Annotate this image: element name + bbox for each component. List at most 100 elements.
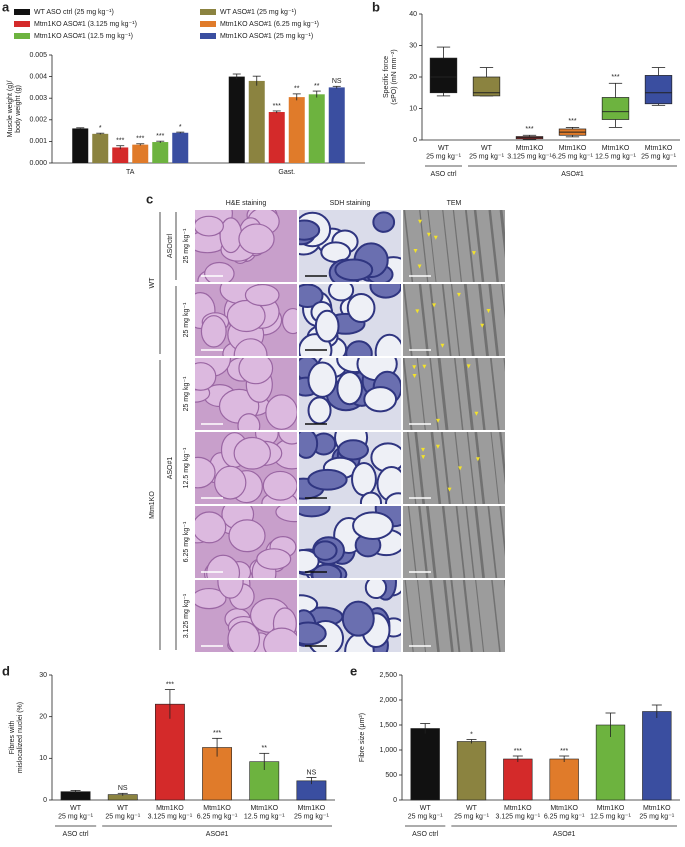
x-tick-label: WT (466, 805, 478, 812)
image-content (195, 432, 297, 504)
x-tick-label: WT (481, 145, 493, 152)
micrograph (403, 432, 505, 504)
arrowhead (486, 308, 491, 313)
image-content (195, 580, 297, 652)
arrowhead (418, 219, 423, 224)
fibre (204, 261, 235, 282)
sarcomere (403, 210, 414, 282)
image-content (299, 432, 401, 504)
sarcomere (418, 506, 429, 578)
fibre (233, 338, 268, 356)
bar (456, 741, 487, 801)
x-tick-label: Mtm1KO (643, 805, 671, 812)
sarcomere (429, 284, 440, 356)
treatment-label: ASOctrl (167, 234, 174, 259)
sarcomere (437, 358, 449, 430)
bar (132, 144, 149, 163)
fibre (299, 621, 327, 646)
y-tick-label: 30 (39, 672, 47, 679)
x-tick-label: 6.25 mg kg⁻¹ (197, 813, 238, 820)
sarcomere (429, 358, 439, 430)
fibre (233, 436, 271, 470)
image-content (299, 211, 401, 282)
image-content (403, 284, 505, 356)
arrowhead (421, 455, 426, 460)
image-content (299, 580, 401, 652)
fibre (363, 386, 398, 413)
legend-swatch (200, 9, 216, 15)
legend-swatch (14, 21, 30, 27)
image-bg (403, 284, 505, 356)
image-content (299, 358, 401, 425)
image-content (195, 358, 297, 430)
arrowhead (440, 343, 445, 348)
fibre (341, 600, 375, 637)
image-content (403, 210, 505, 282)
x-tick-label: 6.25 mg kg⁻¹ (552, 153, 593, 160)
bar (72, 128, 89, 163)
sarcomere (462, 580, 474, 652)
micrograph (299, 358, 401, 430)
significance: NS (307, 769, 317, 776)
arrowhead (415, 309, 420, 314)
y-tick-label: 10 (39, 755, 47, 762)
significance: NS (118, 785, 128, 792)
bar (410, 728, 440, 801)
significance: NS (332, 78, 342, 85)
y-tick-label: 0.003 (29, 95, 47, 102)
arrowhead (412, 365, 417, 370)
fibre (275, 506, 297, 523)
micrograph (299, 210, 401, 282)
x-tick-label: 25 mg kg⁻¹ (454, 813, 489, 820)
x-tick-label: 3.125 mg kg⁻¹ (496, 813, 541, 820)
bar (92, 133, 109, 163)
sarcomere (478, 284, 489, 356)
genotype-label: Mtm1KO (149, 491, 156, 519)
bar (248, 80, 265, 163)
micrograph (195, 580, 297, 652)
x-tick-label: 25 mg kg⁻¹ (426, 153, 461, 160)
sarcomere (414, 432, 426, 504)
x-tick-label: Mtm1KO (597, 805, 625, 812)
group-label: ASO#1 (553, 831, 576, 838)
y-axis-label: Specific force (383, 56, 390, 98)
micrograph (195, 358, 297, 430)
arrowhead (413, 249, 418, 254)
micrograph (403, 358, 505, 430)
fibre (385, 492, 401, 504)
fibre (263, 627, 297, 652)
legend-label: WT ASO ctrl (25 mg kg⁻¹) (34, 9, 114, 16)
fibre (364, 580, 388, 600)
sarcomere (499, 506, 505, 557)
sarcomere (465, 506, 475, 578)
image-bg (403, 580, 505, 652)
panel-label: a (2, 0, 10, 14)
y-axis-label: (sPO) (mN mm⁻²) (391, 49, 398, 104)
fibre (336, 371, 363, 406)
micrograph (299, 506, 401, 578)
y-tick-label: 0.002 (29, 117, 47, 124)
legend-swatch (200, 33, 216, 39)
fibre (227, 621, 261, 652)
y-tick-label: 1,000 (379, 747, 397, 754)
significance: * (470, 731, 473, 738)
fibre (195, 587, 227, 610)
significance: *** (611, 74, 619, 81)
fibre (314, 309, 340, 343)
x-tick-label: 3.125 mg kg⁻¹ (507, 153, 552, 160)
significance: *** (116, 138, 124, 145)
x-tick-label: 25 mg kg⁻¹ (639, 813, 674, 820)
fibre (195, 511, 227, 544)
sarcomere (450, 580, 461, 652)
sarcomere (430, 432, 442, 504)
micrograph (403, 284, 505, 356)
sarcomere (403, 358, 413, 430)
legend-swatch (200, 21, 216, 27)
significance: *** (136, 136, 144, 143)
y-tick-label: 20 (409, 74, 417, 81)
row-label: 25 mg kg⁻¹ (183, 376, 190, 411)
micrograph (195, 432, 297, 504)
sarcomere (455, 506, 466, 578)
legend-label: Mtm1KO ASO#1 (6.25 mg kg⁻¹) (220, 21, 319, 28)
